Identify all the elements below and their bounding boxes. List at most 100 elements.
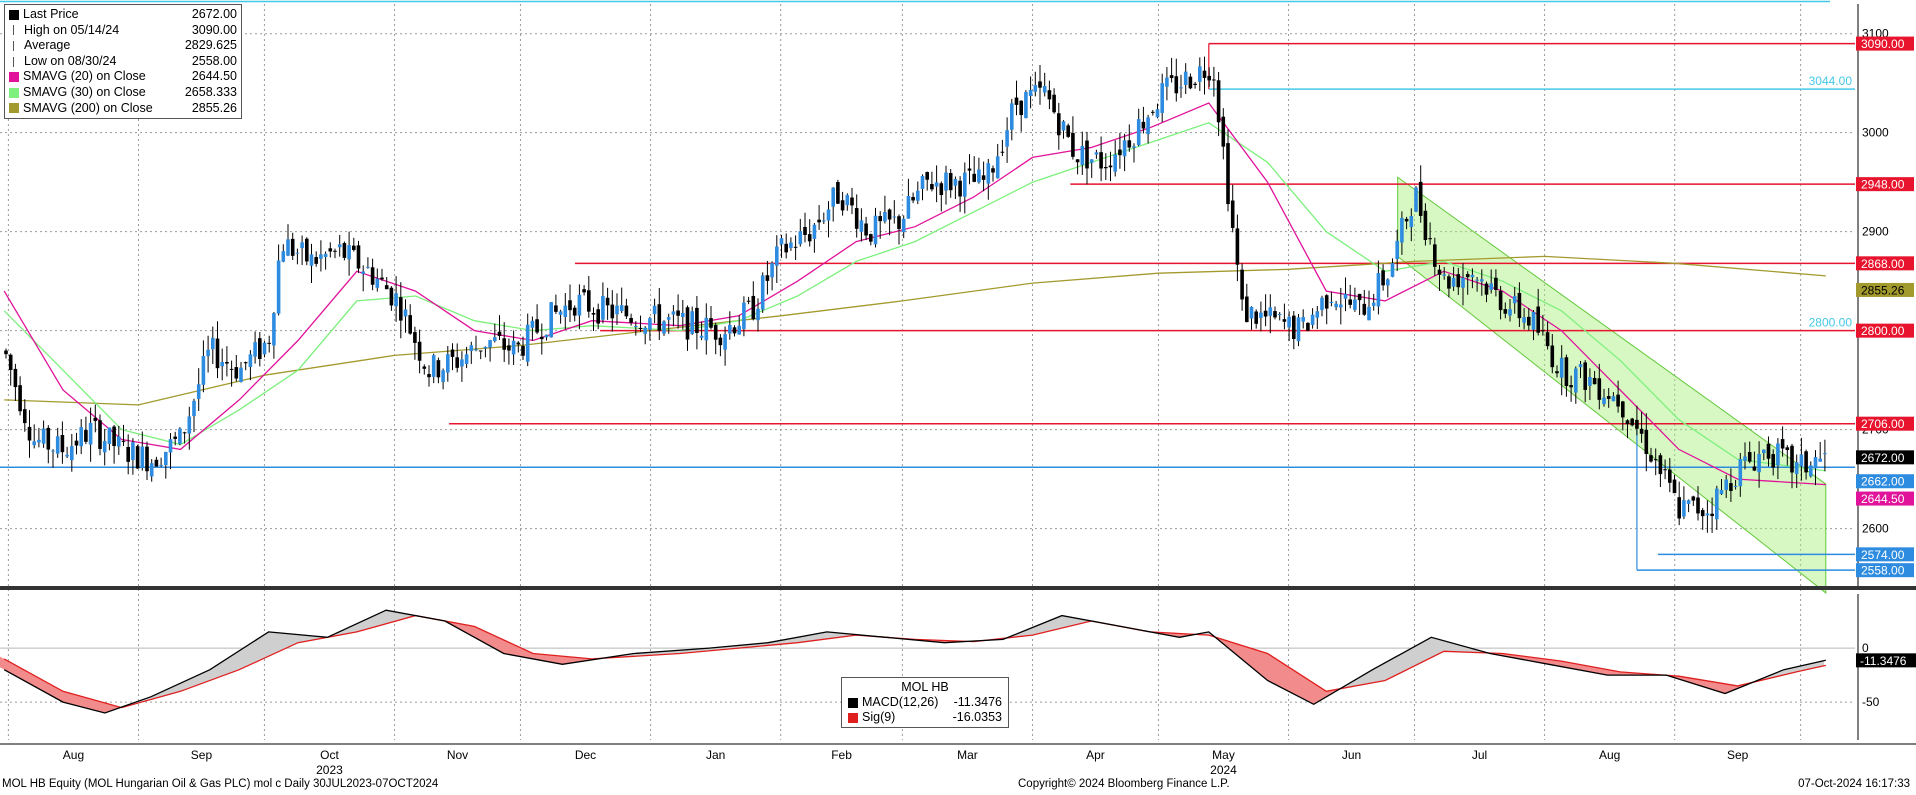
candle-down bbox=[1071, 133, 1075, 157]
level-label-bg bbox=[1856, 563, 1914, 578]
level-label-box: 2706.00 bbox=[1856, 416, 1914, 431]
candle-down bbox=[596, 309, 600, 324]
candle-down bbox=[1104, 166, 1108, 169]
candle-up bbox=[488, 340, 492, 348]
candle-up bbox=[1042, 86, 1047, 93]
candle-down bbox=[352, 245, 356, 250]
macd-fill bbox=[219, 661, 222, 678]
candle-up bbox=[1268, 307, 1273, 316]
candle-up bbox=[55, 436, 60, 454]
legend-swatch bbox=[9, 103, 19, 114]
macd-fill bbox=[102, 702, 105, 713]
candle-up bbox=[272, 313, 276, 346]
macd-fill bbox=[1368, 670, 1371, 684]
macd-fill bbox=[303, 635, 306, 642]
candle-up bbox=[1113, 154, 1117, 172]
candle-down bbox=[1216, 80, 1221, 123]
macd-fill bbox=[1329, 690, 1332, 696]
candle-up bbox=[1165, 77, 1169, 87]
macd-fill bbox=[1575, 663, 1578, 670]
macd-legend-value: -11.3476 bbox=[953, 695, 1002, 709]
macd-fill bbox=[1446, 641, 1449, 652]
candle-up bbox=[906, 196, 911, 219]
macd-fill bbox=[1587, 665, 1590, 672]
macd-fill bbox=[525, 649, 528, 658]
legend-value: 2658.333 bbox=[184, 84, 237, 99]
macd-fill bbox=[1596, 667, 1599, 674]
candle-up bbox=[1395, 240, 1399, 260]
macd-fill bbox=[1365, 672, 1368, 685]
candle-down bbox=[1066, 125, 1070, 137]
sma20-line bbox=[3, 102, 1826, 486]
legend-swatch bbox=[9, 9, 19, 20]
candle-down bbox=[1000, 151, 1005, 153]
macd-fill bbox=[243, 646, 246, 668]
macd-fill bbox=[1785, 668, 1788, 675]
macd-fill bbox=[354, 623, 357, 633]
macd-fill bbox=[678, 650, 681, 654]
candle-down bbox=[84, 429, 88, 442]
candle-up bbox=[1028, 89, 1033, 96]
candle-down bbox=[572, 307, 577, 316]
macd-fill bbox=[1443, 640, 1446, 652]
macd-fill bbox=[1806, 664, 1809, 670]
candle-up bbox=[1329, 301, 1334, 304]
candle-down bbox=[1583, 362, 1587, 390]
level-label-box: 2855.26 bbox=[1856, 282, 1914, 297]
candle-down bbox=[502, 338, 506, 350]
candle-up bbox=[577, 294, 582, 316]
macd-fill bbox=[1608, 669, 1611, 676]
candle-down bbox=[1691, 496, 1696, 501]
candle-down bbox=[1536, 306, 1540, 333]
macd-fill bbox=[282, 633, 285, 651]
legend-name: Average bbox=[24, 38, 71, 53]
macd-fill bbox=[6, 659, 9, 673]
candle-up bbox=[671, 311, 676, 315]
macd-fill bbox=[189, 677, 192, 689]
level-label-bg bbox=[1856, 282, 1914, 297]
macd-fill bbox=[69, 693, 72, 705]
candle-down bbox=[1564, 357, 1569, 387]
legend-value: 2644.50 bbox=[191, 69, 237, 84]
candle-up bbox=[525, 324, 530, 362]
macd-fill bbox=[288, 633, 291, 648]
candle-up bbox=[1343, 293, 1348, 299]
candle-up bbox=[549, 302, 553, 338]
candle-down bbox=[1785, 447, 1790, 450]
x-tick-label: Apr bbox=[1086, 748, 1105, 762]
candle-up bbox=[779, 238, 784, 245]
candle-up bbox=[1155, 109, 1160, 118]
candle-down bbox=[1653, 459, 1658, 461]
candle-up bbox=[1574, 368, 1578, 393]
macd-fill bbox=[1563, 661, 1566, 668]
macd-fill bbox=[579, 657, 582, 662]
macd-fill bbox=[1572, 663, 1575, 670]
candle-up bbox=[1489, 283, 1493, 290]
candle-down bbox=[243, 362, 248, 364]
candle-down bbox=[1592, 377, 1597, 385]
macd-fill bbox=[1263, 652, 1266, 680]
macd-fill bbox=[18, 666, 21, 679]
candle-up bbox=[1033, 85, 1038, 92]
macd-fill bbox=[210, 667, 213, 681]
macd-fill bbox=[372, 615, 375, 628]
macd-fill bbox=[684, 649, 687, 654]
candle-down bbox=[417, 341, 422, 361]
x-tick-label: Feb bbox=[831, 748, 852, 762]
macd-legend-row: MACD(12,26) -11.3476 bbox=[848, 695, 1002, 710]
macd-fill bbox=[1809, 663, 1812, 670]
candle-up bbox=[319, 254, 323, 259]
candle-down bbox=[1404, 218, 1409, 222]
macd-fill bbox=[228, 656, 231, 674]
candle-up bbox=[859, 220, 864, 232]
candle-up bbox=[347, 245, 351, 260]
macd-fill bbox=[1317, 685, 1320, 703]
macd-fill bbox=[1041, 622, 1044, 634]
macd-fill bbox=[1815, 662, 1818, 668]
macd-fill bbox=[489, 633, 492, 648]
candle-up bbox=[149, 463, 154, 477]
candle-up bbox=[699, 335, 704, 338]
candle-up bbox=[742, 302, 746, 330]
macd-fill bbox=[1260, 651, 1263, 677]
macd-fill bbox=[804, 635, 807, 642]
